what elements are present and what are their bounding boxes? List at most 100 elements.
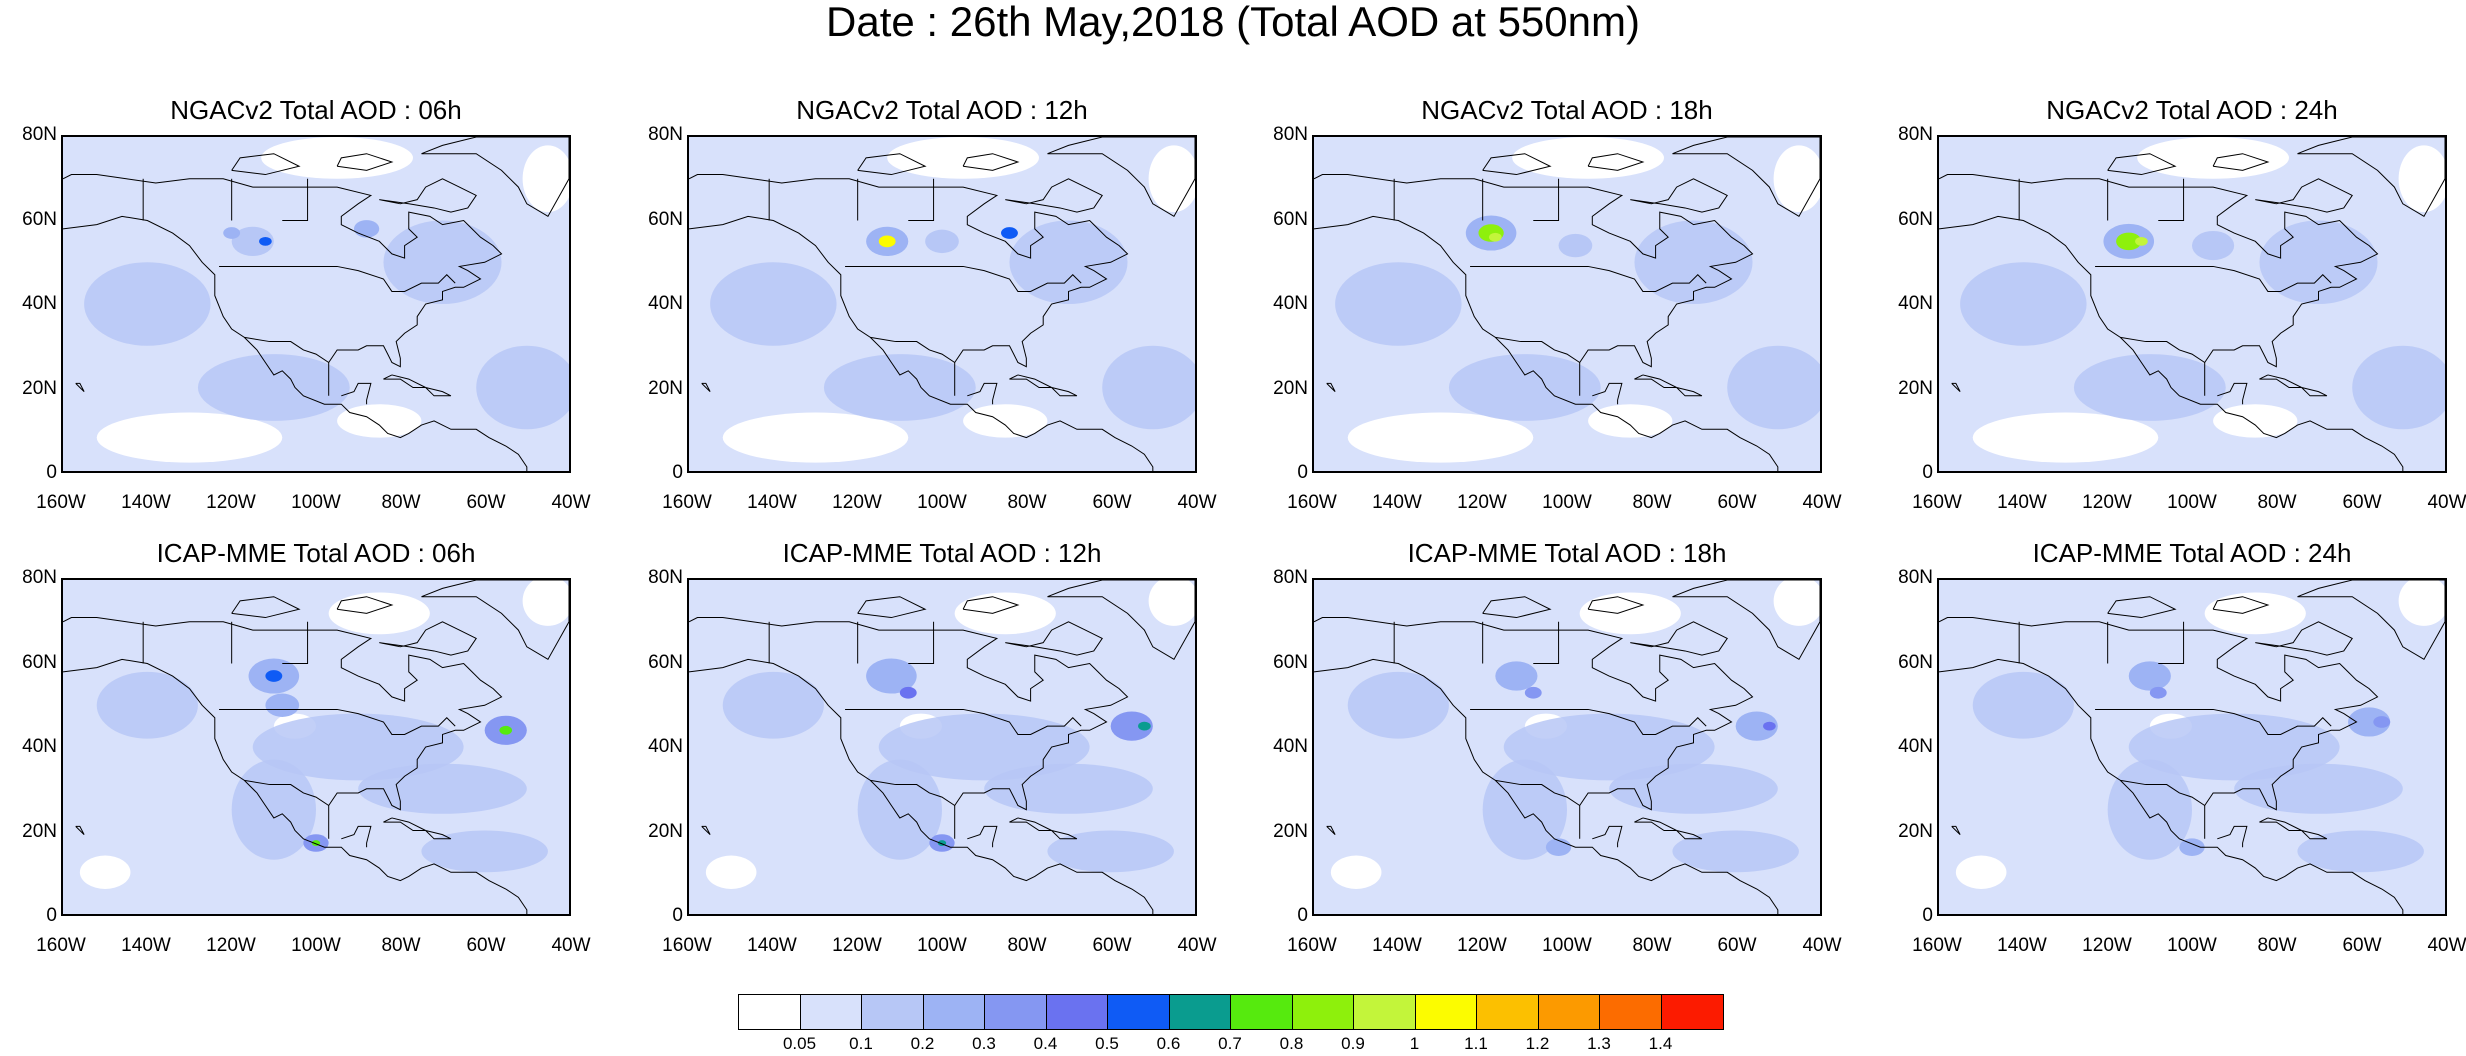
moderate-aod-region	[1482, 759, 1567, 860]
lon-tick-label: 120W	[2082, 935, 2132, 956]
aod-hotspot	[1001, 227, 1018, 239]
panel-title: ICAP-MME Total AOD : 12h	[782, 538, 1102, 568]
coastline	[2212, 596, 2270, 614]
coastline	[379, 178, 477, 213]
coastline	[1592, 825, 1623, 848]
colorbar-label: 0.2	[910, 1034, 935, 1053]
lon-tick-label: 120W	[1457, 935, 1507, 956]
lat-tick-label: 0	[1297, 462, 1308, 483]
panel-title: ICAP-MME Total AOD : 24h	[2032, 538, 2352, 568]
low-aod-region	[1579, 592, 1681, 635]
colorbar-swatch	[1169, 995, 1231, 1029]
moderate-aod-region	[2297, 830, 2424, 873]
lon-tick-label: 140W	[1372, 935, 1422, 956]
aod-hotspot	[1110, 711, 1153, 741]
lon-tick-label: 80W	[1007, 935, 1047, 956]
moderate-aod-region	[197, 354, 350, 421]
lon-tick-label: 160W	[1287, 492, 1337, 513]
low-aod-region	[1148, 580, 1195, 626]
low-aod-region	[1972, 412, 2159, 463]
lon-tick-label: 100W	[917, 935, 967, 956]
coastline	[282, 621, 309, 664]
aod-map	[63, 580, 569, 914]
coastline	[2120, 779, 2205, 806]
coastline	[2297, 580, 2445, 661]
lat-tick-label: 20N	[1273, 377, 1308, 399]
colorbar-label: 0.6	[1156, 1034, 1181, 1053]
coastline	[1005, 178, 1103, 213]
lat-tick-label: 40N	[1273, 293, 1308, 314]
lat-tick-label: 20N	[1273, 820, 1308, 842]
lon-tick-label: 160W	[662, 935, 712, 956]
lat-tick-label: 60N	[1898, 651, 1933, 673]
coastline	[1314, 174, 1754, 396]
aod-hotspot	[878, 235, 896, 248]
lon-tick-label: 140W	[747, 935, 797, 956]
lon-tick-label: 160W	[1287, 935, 1337, 956]
colorbar-label: 0.7	[1218, 1034, 1242, 1053]
colorbar-label: 1.1	[1464, 1034, 1488, 1053]
coastline	[1009, 374, 1052, 388]
map-panel	[687, 578, 1197, 916]
panel-title: NGACv2 Total AOD : 12h	[796, 95, 1088, 125]
coastline	[2095, 708, 2332, 735]
moderate-aod-region	[1347, 671, 1449, 739]
aod-hotspot	[2373, 716, 2391, 728]
coastline	[2297, 137, 2445, 218]
coastline	[1951, 825, 1961, 836]
aod-hotspot	[2128, 661, 2171, 691]
lon-tick-label: 160W	[36, 492, 86, 513]
lat-tick-label: 60N	[648, 208, 683, 230]
coastline	[2217, 382, 2248, 405]
lat-tick-label: 0	[1922, 905, 1933, 926]
lon-tick-label: 140W	[1997, 935, 2047, 956]
coastline	[231, 153, 301, 176]
moderate-aod-region	[722, 671, 824, 739]
low-aod-region	[722, 412, 909, 463]
coastline	[383, 817, 426, 831]
moderate-aod-region	[476, 345, 569, 430]
lat-tick-label: 60N	[1898, 208, 1933, 230]
coastline	[2259, 374, 2302, 388]
colorbar	[738, 994, 1724, 1030]
lat-tick-label: 80N	[1273, 567, 1308, 588]
lon-tick-label: 60W	[466, 492, 506, 513]
colorbar-label: 0.3	[972, 1034, 996, 1053]
aod-hotspot	[1545, 838, 1572, 856]
lat-tick-label: 20N	[648, 820, 683, 842]
coastline	[425, 387, 452, 397]
coastline	[2217, 825, 2248, 848]
moderate-aod-region	[2128, 713, 2340, 781]
lat-tick-label: 80N	[1273, 124, 1308, 145]
moderate-aod-region	[1047, 830, 1174, 873]
low-aod-region	[1148, 145, 1195, 213]
coastline	[336, 153, 394, 171]
lon-tick-label: 40W	[1802, 935, 1842, 956]
colorbar-label: 1.4	[1648, 1034, 1673, 1053]
aod-map	[63, 137, 569, 471]
lat-tick-label: 80N	[22, 124, 57, 145]
aod-hotspot	[223, 227, 241, 239]
map-panel	[1312, 578, 1822, 916]
lon-tick-label: 40W	[551, 935, 591, 956]
lat-tick-label: 60N	[22, 651, 57, 673]
moderate-aod-region	[1102, 345, 1195, 430]
coastline	[1314, 215, 1779, 471]
lat-tick-label: 80N	[648, 124, 683, 145]
coastline	[870, 779, 955, 806]
lon-tick-label: 160W	[662, 492, 712, 513]
coastline	[63, 617, 503, 839]
panel-title: ICAP-MME Total AOD : 06h	[156, 538, 476, 568]
lon-tick-label: 100W	[291, 492, 341, 513]
low-aod-region	[705, 855, 757, 889]
map-panel	[687, 135, 1197, 473]
coastline	[75, 825, 85, 836]
lon-tick-label: 100W	[1542, 492, 1592, 513]
lon-tick-label: 80W	[2257, 935, 2297, 956]
lat-tick-label: 40N	[1898, 293, 1933, 314]
low-aod-region	[1773, 145, 1820, 213]
lon-tick-label: 80W	[2257, 492, 2297, 513]
moderate-aod-region	[710, 262, 837, 346]
colorbar-swatch	[1354, 995, 1416, 1029]
coastline	[1533, 621, 1560, 664]
